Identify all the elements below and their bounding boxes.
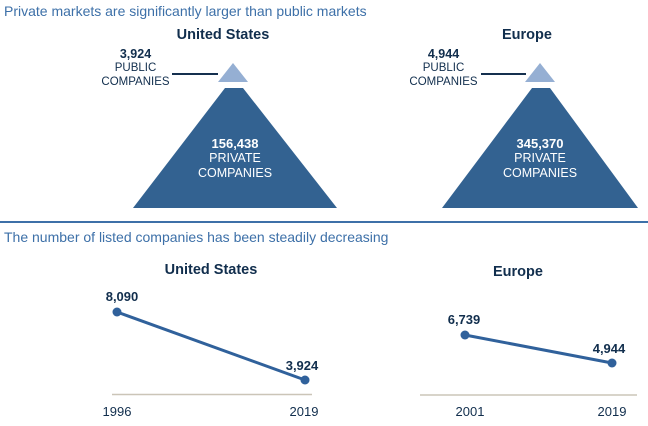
us-callout-connector-line: [172, 73, 218, 75]
europe-trend-line: [464, 333, 613, 365]
us-start-point: [112, 307, 122, 317]
us-trend-line: [116, 310, 306, 382]
us-private-word2: COMPANIES: [197, 166, 273, 180]
europe-callout-connector-line: [481, 73, 526, 75]
us-pyramid-region-header: United States: [176, 27, 270, 43]
us-private-word1: PRIVATE: [209, 151, 261, 165]
europe-private-label: 345,370 PRIVATE COMPANIES: [465, 136, 615, 181]
europe-line-region-header: Europe: [493, 264, 543, 280]
us-public-callout: 3,924 PUBLIC COMPANIES: [98, 47, 173, 89]
us-end-year-label: 2019: [289, 404, 319, 419]
europe-end-point: [607, 358, 617, 368]
europe-start-value-label: 6,739: [447, 312, 481, 327]
europe-pyramid-region-header: Europe: [502, 27, 552, 43]
europe-public-word2: COMPANIES: [409, 76, 478, 88]
europe-private-word1: PRIVATE: [514, 151, 566, 165]
europe-pyramid-chart: [442, 63, 638, 208]
us-pyramid-chart: [133, 63, 337, 208]
pyramid-section-title: Private markets are significantly larger…: [4, 3, 367, 19]
europe-private-value: 345,370: [516, 136, 564, 151]
europe-public-tip-triangle: [525, 63, 555, 82]
us-public-tip-triangle: [218, 63, 248, 82]
europe-public-word1: PUBLIC: [422, 62, 465, 74]
europe-line-chart: [420, 330, 637, 396]
europe-private-body-triangle: [442, 88, 638, 208]
europe-public-callout: 4,944 PUBLIC COMPANIES: [406, 47, 481, 89]
us-start-year-label: 1996: [102, 404, 132, 419]
us-public-word2: COMPANIES: [101, 76, 170, 88]
line-section-title: The number of listed companies has been …: [4, 229, 389, 245]
us-end-point: [300, 375, 310, 385]
section-divider: [0, 221, 648, 223]
europe-end-value-label: 4,944: [592, 341, 626, 356]
europe-start-point: [460, 330, 470, 340]
us-line-chart: [112, 307, 312, 396]
us-private-body-triangle: [133, 88, 337, 208]
europe-public-value: 4,944: [427, 47, 460, 61]
europe-start-year-label: 2001: [455, 404, 485, 419]
europe-private-word2: COMPANIES: [502, 166, 578, 180]
us-line-region-header: United States: [164, 262, 258, 278]
us-public-value: 3,924: [119, 47, 152, 61]
us-private-value: 156,438: [211, 136, 259, 151]
us-private-label: 156,438 PRIVATE COMPANIES: [160, 136, 310, 181]
us-start-value-label: 8,090: [105, 289, 139, 304]
us-public-word1: PUBLIC: [114, 62, 157, 74]
europe-end-year-label: 2019: [597, 404, 627, 419]
us-end-value-label: 3,924: [285, 358, 319, 373]
